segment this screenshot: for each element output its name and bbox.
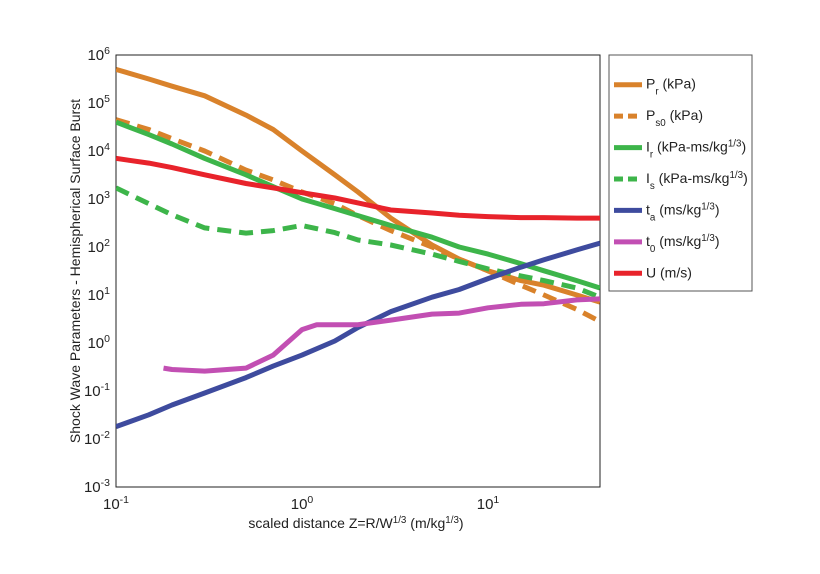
y-axis-label: Shock Wave Parameters - Hemispherical Su… xyxy=(67,99,83,443)
y-tick-label: 10-1 xyxy=(84,381,110,400)
data-line xyxy=(163,296,600,374)
legend-label: ta (ms/kg1/3) xyxy=(646,201,720,223)
y-tick-label: 102 xyxy=(87,237,110,256)
data-line xyxy=(116,67,600,305)
plot-area xyxy=(115,54,601,488)
y-tick-label: 101 xyxy=(87,285,110,304)
legend-label: U (m/s) xyxy=(646,264,692,280)
legend-label: Ir (kPa-ms/kg1/3) xyxy=(646,138,746,160)
x-tick-label: 10-1 xyxy=(103,494,129,513)
data-line xyxy=(116,240,600,430)
legend-label: Is (kPa-ms/kg1/3) xyxy=(646,170,748,192)
y-tick-label: 103 xyxy=(87,189,110,208)
y-tick-label: 10-3 xyxy=(84,477,110,496)
data-line xyxy=(116,155,600,221)
y-tick-label: 105 xyxy=(87,93,110,112)
legend-label: t0 (ms/kg1/3) xyxy=(646,232,720,254)
y-tick-label: 104 xyxy=(87,141,110,160)
x-axis-label: scaled distance Z=R/W1/3 (m/kg1/3) xyxy=(248,515,463,532)
x-tick-label: 101 xyxy=(477,494,500,513)
data-line xyxy=(116,185,600,300)
y-tick-label: 100 xyxy=(87,333,110,352)
y-tick-label: 10-2 xyxy=(84,429,110,448)
x-tick-label: 100 xyxy=(291,494,314,513)
legend-label: Ps0 (kPa) xyxy=(646,107,703,128)
legend xyxy=(608,54,753,292)
y-tick-label: 106 xyxy=(87,45,110,64)
data-line xyxy=(116,117,600,324)
legend-label: Pr (kPa) xyxy=(646,76,696,98)
